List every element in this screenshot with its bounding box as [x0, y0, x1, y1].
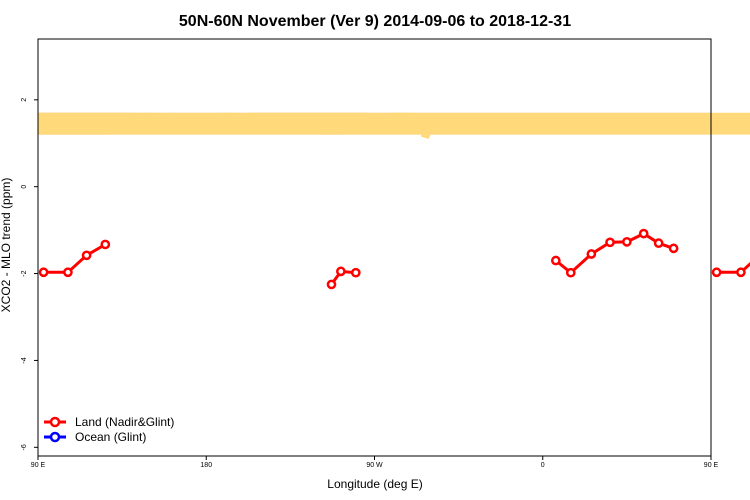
map-land-shape	[38, 112, 750, 135]
data-point	[336, 266, 346, 277]
x-tick-label: 0	[541, 462, 545, 469]
chart-title: 50N-60N November (Ver 9) 2014-09-06 to 2…	[179, 13, 571, 30]
y-tick-label: -2	[21, 270, 28, 276]
data-point	[100, 239, 111, 250]
series-line	[43, 243, 107, 274]
data-point	[350, 267, 361, 278]
data-point	[653, 238, 664, 249]
y-tick-label: 2	[21, 98, 28, 102]
y-tick-label: -4	[21, 357, 28, 363]
data-point	[565, 267, 576, 278]
data-point	[550, 255, 561, 266]
map-strip-land	[38, 112, 750, 139]
x-axis: 90 E 180 90 W 0 90 E	[31, 456, 719, 469]
legend-marker-ocean	[49, 431, 61, 443]
data-point	[605, 237, 615, 248]
legend-label-land: Land (Nadir&Glint)	[75, 415, 174, 429]
x-tick-label: 180	[200, 462, 212, 469]
x-tick-label: 90 E	[704, 462, 719, 469]
data-point	[638, 228, 649, 239]
x-tick-label: 90 W	[366, 462, 383, 469]
data-point	[326, 279, 337, 290]
data-point	[38, 267, 49, 278]
y-tick-label: -6	[21, 444, 28, 450]
y-tick-label: 0	[21, 185, 28, 189]
legend: Land (Nadir&Glint) Ocean (Glint)	[44, 415, 174, 444]
series-layer	[38, 228, 750, 290]
data-point	[736, 267, 746, 278]
x-tick-label: 90 E	[31, 462, 46, 469]
data-point	[63, 267, 73, 278]
plot-frame	[37, 38, 712, 457]
legend-label-ocean: Ocean (Glint)	[75, 430, 146, 444]
data-point	[668, 243, 679, 254]
data-point	[81, 250, 92, 261]
data-point	[711, 267, 722, 278]
data-point	[622, 237, 632, 247]
y-axis: 2 0 -2 -4 -6	[21, 98, 38, 450]
y-axis-label: XCO2 - MLO trend (ppm)	[0, 178, 13, 313]
map-strip	[38, 112, 750, 139]
data-point	[586, 249, 597, 259]
x-axis-label: Longitude (deg E)	[327, 477, 422, 491]
legend-marker-land	[49, 416, 61, 428]
series-line	[716, 262, 750, 274]
map-land-shape	[421, 134, 431, 139]
